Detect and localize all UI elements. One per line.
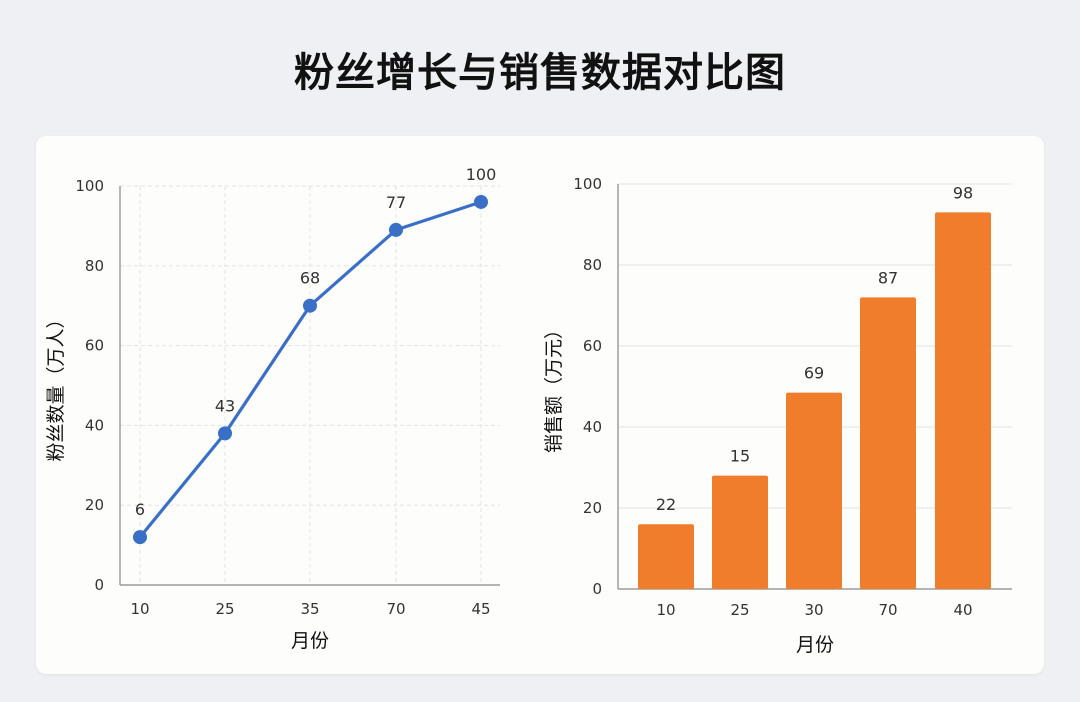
- y-tick-label: 80: [583, 256, 602, 274]
- y-tick-label: 0: [94, 576, 104, 594]
- x-tick-label: 25: [215, 600, 234, 618]
- bar: [712, 475, 768, 589]
- data-label: 100: [466, 165, 497, 184]
- bar: [638, 524, 694, 589]
- x-tick-label: 70: [386, 600, 405, 618]
- y-tick-label: 40: [583, 418, 602, 436]
- x-tick-label: 45: [471, 600, 490, 618]
- bar: [786, 392, 842, 589]
- data-label: 43: [215, 396, 235, 415]
- bar: [935, 212, 991, 589]
- x-axis-title: 月份: [291, 630, 329, 652]
- y-tick-label: 100: [75, 177, 104, 195]
- y-tick-label: 20: [85, 496, 104, 514]
- y-tick-label: 20: [583, 499, 602, 517]
- x-tick-label: 25: [730, 601, 749, 619]
- y-tick-label: 0: [592, 580, 602, 598]
- x-tick-label: 70: [878, 601, 897, 619]
- page-title: 粉丝增长与销售数据对比图: [294, 50, 786, 96]
- data-point: [303, 298, 317, 313]
- data-point: [133, 530, 147, 545]
- data-label: 22: [656, 495, 676, 514]
- x-tick-label: 40: [953, 601, 972, 619]
- data-label: 98: [953, 183, 973, 202]
- y-tick-label: 40: [85, 416, 104, 434]
- data-label: 15: [730, 447, 750, 466]
- data-label: 68: [300, 269, 320, 288]
- data-label: 87: [878, 268, 898, 287]
- data-point: [389, 222, 403, 237]
- y-tick-label: 100: [573, 175, 602, 193]
- data-point: [218, 426, 232, 441]
- y-axis-title: 销售额（万元）: [543, 320, 565, 453]
- y-axis-title: 粉丝数量（万人）: [45, 309, 67, 461]
- y-tick-label: 80: [85, 257, 104, 275]
- x-tick-label: 10: [656, 601, 675, 619]
- data-label: 77: [386, 193, 406, 212]
- y-tick-label: 60: [583, 337, 602, 355]
- x-axis-title: 月份: [796, 634, 834, 656]
- data-label: 69: [804, 364, 824, 383]
- x-tick-label: 30: [804, 601, 823, 619]
- x-tick-label: 10: [130, 600, 149, 618]
- data-point: [474, 194, 488, 209]
- x-tick-label: 35: [300, 600, 319, 618]
- bar: [860, 297, 916, 589]
- y-tick-label: 60: [85, 337, 104, 355]
- data-label: 6: [135, 500, 145, 519]
